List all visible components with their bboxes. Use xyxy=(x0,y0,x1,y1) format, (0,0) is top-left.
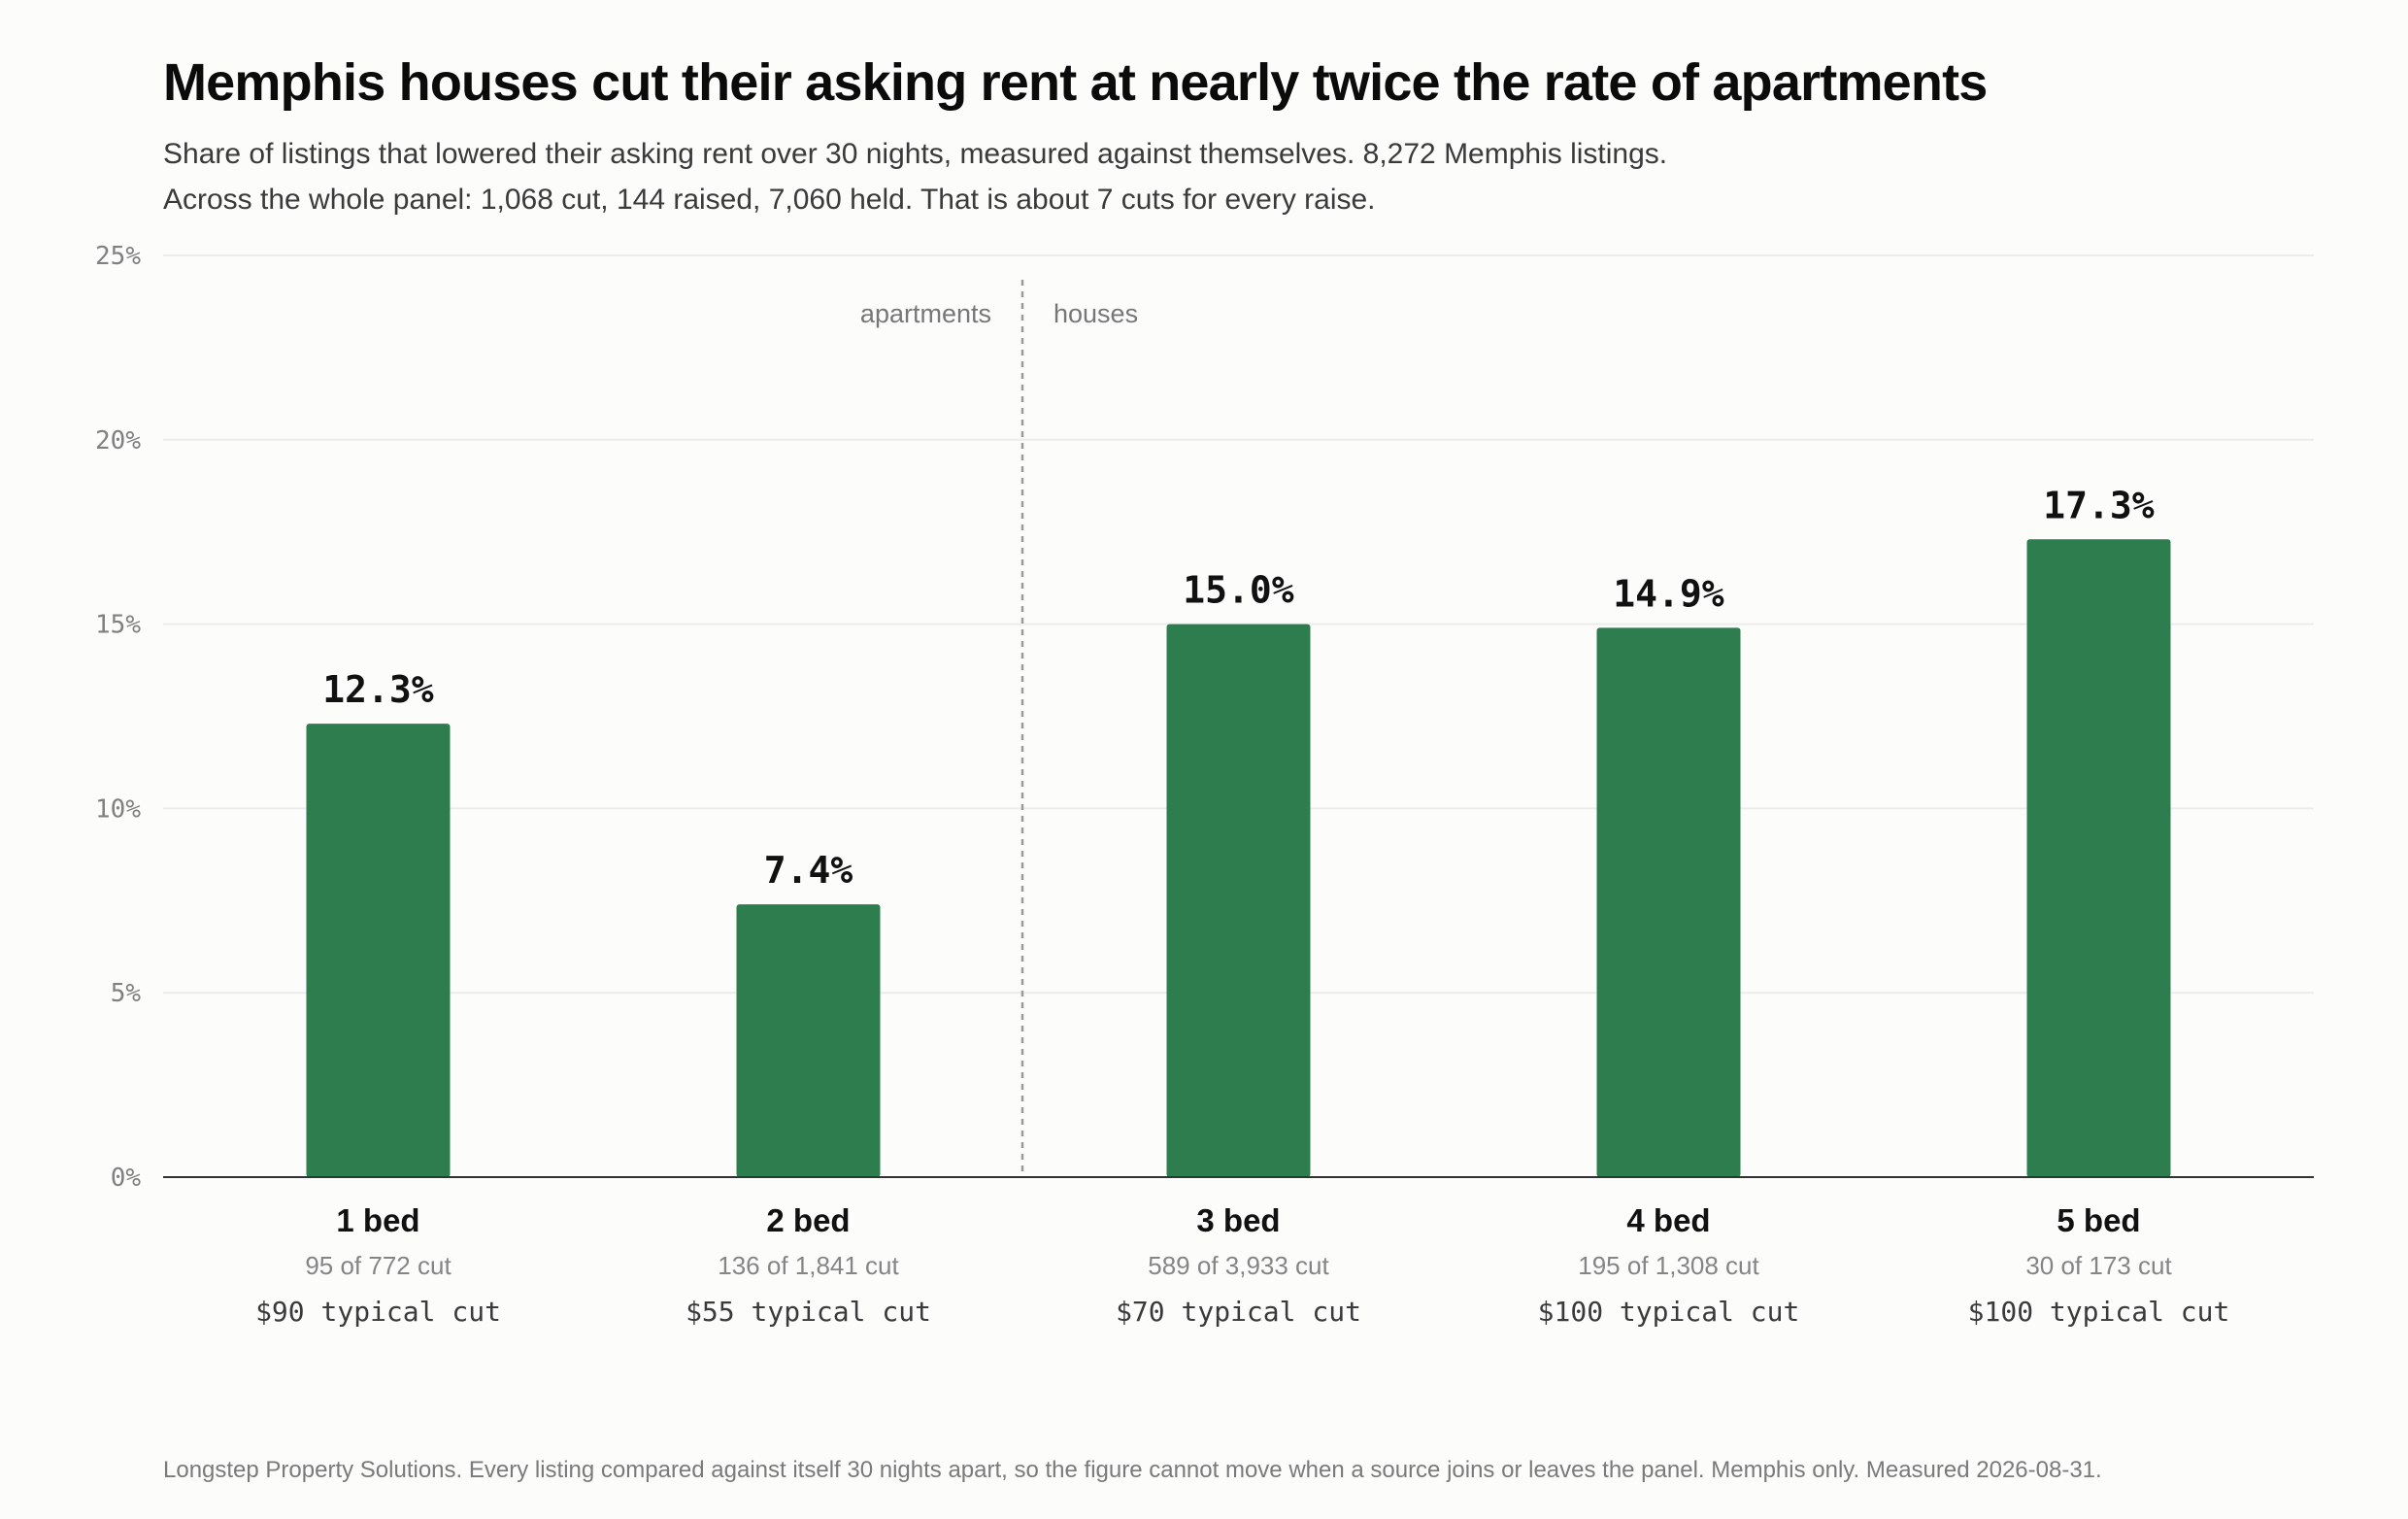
bar-value-label: 17.3% xyxy=(2043,484,2155,526)
chart-title: Memphis houses cut their asking rent at … xyxy=(163,53,1988,112)
chart-subtitle-line-1: Share of listings that lowered their ask… xyxy=(163,138,1668,170)
typical-cut-label: $90 typical cut xyxy=(255,1296,501,1328)
bar-value-label: 15.0% xyxy=(1183,569,1294,612)
source-footnote: Longstep Property Solutions. Every listi… xyxy=(163,1457,2102,1483)
cut-count-label: 589 of 3,933 cut xyxy=(1148,1251,1329,1280)
category-label: 3 bed xyxy=(1196,1202,1280,1238)
bar xyxy=(1596,627,1741,1177)
group-annotations: apartments houses xyxy=(860,280,1138,1177)
category-label: 2 bed xyxy=(766,1202,850,1238)
cut-count-label: 95 of 772 cut xyxy=(305,1251,452,1280)
y-tick-label: 15% xyxy=(95,611,141,640)
group-label-houses: houses xyxy=(1054,299,1138,328)
category-label: 5 bed xyxy=(2057,1202,2140,1238)
typical-cut-label: $55 typical cut xyxy=(686,1296,931,1328)
y-tick-label: 0% xyxy=(111,1164,142,1193)
bar xyxy=(2026,539,2171,1177)
bar xyxy=(1166,624,1311,1177)
cut-count-label: 30 of 173 cut xyxy=(2025,1251,2172,1280)
cut-count-label: 136 of 1,841 cut xyxy=(718,1251,899,1280)
y-tick-label: 10% xyxy=(95,794,141,824)
category-label: 1 bed xyxy=(336,1202,419,1238)
bar-chart: 0% 5% 10% 15% 20% 25% apartments houses 12.3% 7… xyxy=(95,242,2314,1328)
category-label: 4 bed xyxy=(1626,1202,1710,1238)
gridlines xyxy=(163,254,2314,995)
bar-value-label: 7.4% xyxy=(764,849,853,892)
bars: 12.3% 7.4% 15.0% 14.9% 17.3% xyxy=(306,484,2171,1177)
category-labels: 1 bed 95 of 772 cut $90 typical cut 2 bed 13… xyxy=(255,1202,2229,1328)
bar-value-label: 12.3% xyxy=(322,668,434,711)
cut-count-label: 195 of 1,308 cut xyxy=(1578,1251,1759,1280)
typical-cut-label: $100 typical cut xyxy=(1968,1296,2230,1328)
bar xyxy=(736,904,881,1177)
y-tick-label: 20% xyxy=(95,426,141,456)
y-axis-ticks: 0% 5% 10% 15% 20% 25% xyxy=(95,242,141,1193)
bar-value-label: 14.9% xyxy=(1613,572,1724,615)
typical-cut-label: $70 typical cut xyxy=(1116,1296,1361,1328)
typical-cut-label: $100 typical cut xyxy=(1538,1296,1800,1328)
y-tick-label: 5% xyxy=(111,979,142,1008)
chart-subtitle-line-2: Across the whole panel: 1,068 cut, 144 r… xyxy=(163,184,1376,216)
bar xyxy=(306,724,451,1177)
y-tick-label: 25% xyxy=(95,242,141,271)
group-label-apartments: apartments xyxy=(860,299,991,328)
